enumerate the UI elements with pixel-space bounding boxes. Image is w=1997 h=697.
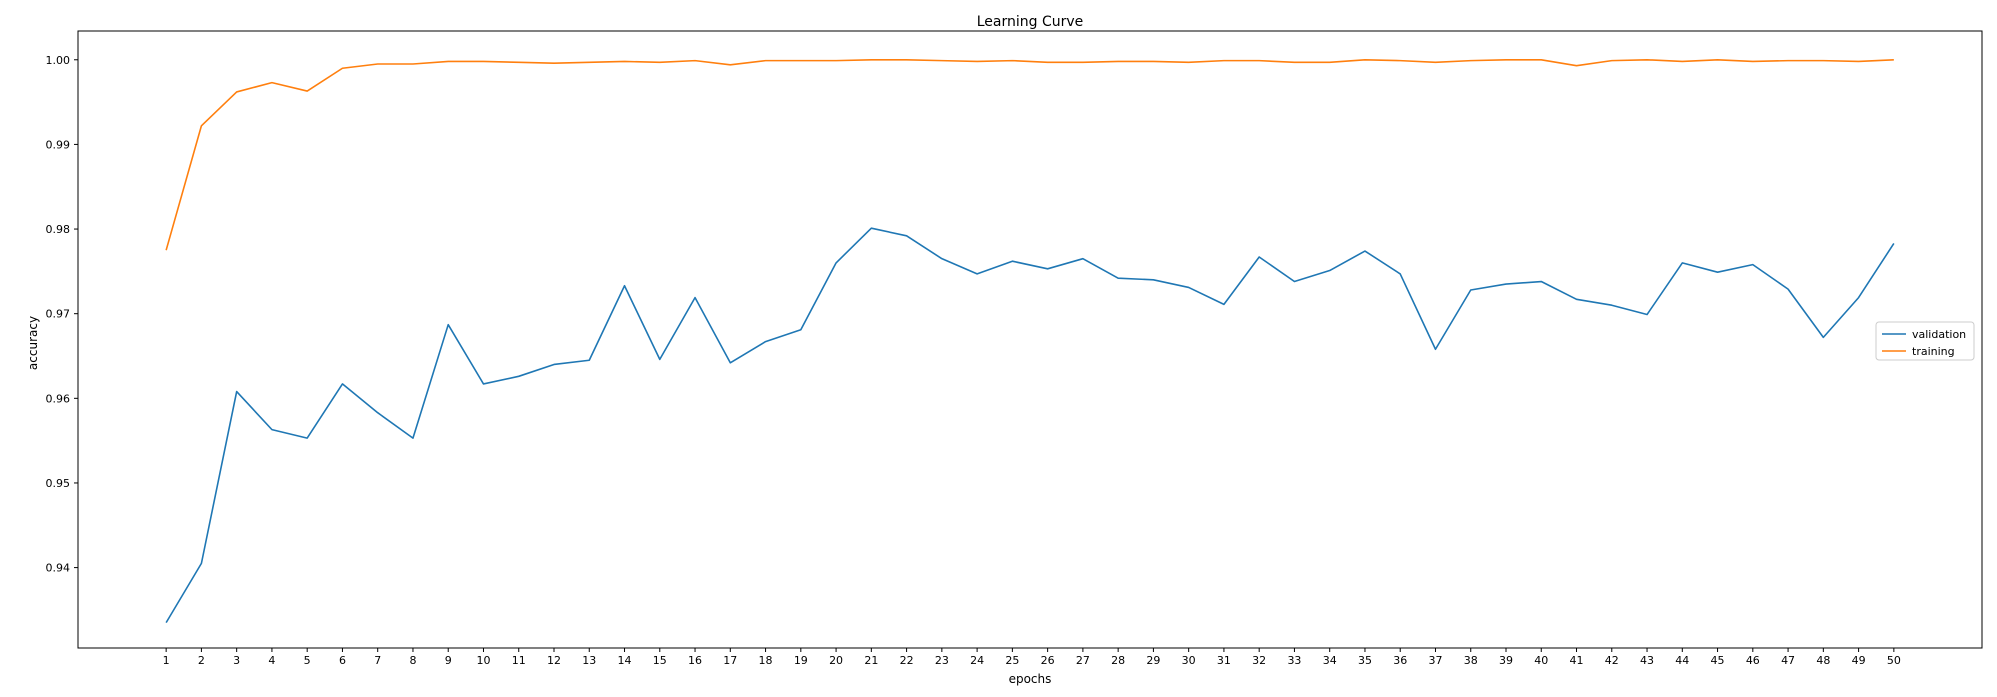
x-axis-ticks: 1 2 3 4 5 6 7 8 9 10 11 12 13 14 15 16 17 18 19 20 21 22 23 24 2… bbox=[163, 648, 1901, 667]
x-tick-label: 13 bbox=[582, 654, 596, 667]
y-tick-label: 0.98 bbox=[46, 223, 71, 236]
x-axis-label: epochs bbox=[1009, 672, 1052, 686]
y-tick-label: 0.94 bbox=[46, 562, 71, 575]
series-line-training bbox=[165, 58, 1894, 251]
x-tick-label: 48 bbox=[1816, 654, 1830, 667]
x-tick-label: 35 bbox=[1358, 654, 1372, 667]
x-tick-label: 36 bbox=[1393, 654, 1407, 667]
x-tick-label: 17 bbox=[723, 654, 737, 667]
x-tick-label: 6 bbox=[339, 654, 346, 667]
x-tick-label: 20 bbox=[829, 654, 843, 667]
x-tick-label: 1 bbox=[163, 654, 170, 667]
x-tick-label: 22 bbox=[900, 654, 914, 667]
x-tick-label: 9 bbox=[445, 654, 452, 667]
x-tick-label: 12 bbox=[547, 654, 561, 667]
x-tick-label: 45 bbox=[1711, 654, 1725, 667]
x-tick-label: 26 bbox=[1041, 654, 1055, 667]
y-axis-ticks: 0.94 0.95 0.96 0.97 0.98 0.99 1.00 bbox=[46, 54, 78, 575]
x-tick-label: 42 bbox=[1605, 654, 1619, 667]
legend-label-validation: validation bbox=[1912, 328, 1966, 341]
x-tick-label: 41 bbox=[1570, 654, 1584, 667]
chart-title: Learning Curve bbox=[977, 14, 1084, 30]
x-tick-label: 32 bbox=[1252, 654, 1266, 667]
x-tick-label: 31 bbox=[1217, 654, 1231, 667]
x-tick-label: 29 bbox=[1146, 654, 1160, 667]
x-tick-label: 2 bbox=[198, 654, 205, 667]
series-layer bbox=[165, 58, 1895, 624]
y-tick-label: 0.97 bbox=[46, 308, 71, 321]
x-tick-label: 33 bbox=[1287, 654, 1301, 667]
x-tick-label: 14 bbox=[618, 654, 632, 667]
x-tick-label: 8 bbox=[409, 654, 416, 667]
x-tick-label: 7 bbox=[374, 654, 381, 667]
x-tick-label: 38 bbox=[1464, 654, 1478, 667]
x-tick-label: 30 bbox=[1182, 654, 1196, 667]
x-tick-label: 15 bbox=[653, 654, 667, 667]
x-tick-label: 50 bbox=[1887, 654, 1901, 667]
series-line-validation bbox=[165, 227, 1895, 624]
x-tick-label: 39 bbox=[1499, 654, 1513, 667]
x-tick-label: 23 bbox=[935, 654, 949, 667]
legend: validation training bbox=[1875, 321, 1975, 361]
y-tick-label: 0.96 bbox=[46, 392, 71, 405]
y-tick-label: 0.95 bbox=[46, 477, 71, 490]
x-tick-label: 44 bbox=[1675, 654, 1689, 667]
x-tick-label: 21 bbox=[864, 654, 878, 667]
plot-frame bbox=[77, 30, 1983, 649]
x-tick-label: 28 bbox=[1111, 654, 1125, 667]
x-tick-label: 18 bbox=[759, 654, 773, 667]
x-tick-label: 34 bbox=[1323, 654, 1337, 667]
y-tick-label: 1.00 bbox=[46, 54, 71, 67]
x-tick-label: 24 bbox=[970, 654, 984, 667]
x-tick-label: 16 bbox=[688, 654, 702, 667]
x-tick-label: 10 bbox=[476, 654, 490, 667]
x-tick-label: 40 bbox=[1534, 654, 1548, 667]
x-tick-label: 27 bbox=[1076, 654, 1090, 667]
x-tick-label: 4 bbox=[268, 654, 275, 667]
x-tick-label: 37 bbox=[1428, 654, 1442, 667]
x-tick-label: 19 bbox=[794, 654, 808, 667]
legend-label-training: training bbox=[1912, 345, 1955, 358]
x-tick-label: 46 bbox=[1746, 654, 1760, 667]
x-tick-label: 49 bbox=[1852, 654, 1866, 667]
x-tick-label: 47 bbox=[1781, 654, 1795, 667]
x-tick-label: 25 bbox=[1005, 654, 1019, 667]
x-tick-label: 3 bbox=[233, 654, 240, 667]
y-tick-label: 0.99 bbox=[46, 138, 71, 151]
x-tick-label: 11 bbox=[512, 654, 526, 667]
x-tick-label: 5 bbox=[304, 654, 311, 667]
x-tick-label: 43 bbox=[1640, 654, 1654, 667]
y-axis-label: accuracy bbox=[26, 316, 40, 370]
